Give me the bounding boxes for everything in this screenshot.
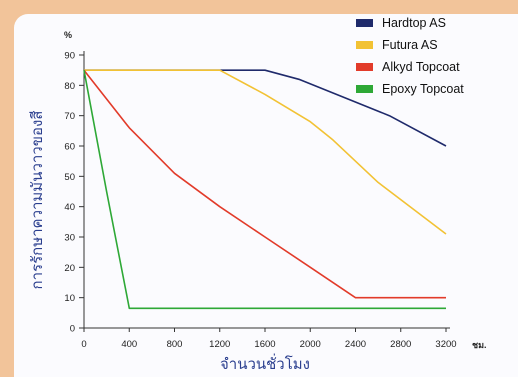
series-layer bbox=[83, 69, 447, 310]
series-line-alkyd-topcoat bbox=[83, 69, 446, 299]
x-tick-label: 1600 bbox=[254, 339, 275, 350]
x-tick-label: 800 bbox=[167, 339, 183, 350]
y-axis-title: การรักษาความมันวาวของสี bbox=[28, 111, 46, 290]
legend-label: Hardtop AS bbox=[382, 16, 446, 30]
x-tick-label: 400 bbox=[121, 339, 137, 350]
legend-label: Alkyd Topcoat bbox=[382, 60, 460, 74]
x-axis-title: จำนวนชั่วโมง bbox=[220, 353, 310, 373]
x-tick-label: 3200 bbox=[435, 339, 456, 350]
legend: Hardtop AS Futura AS Alkyd Topcoat Epoxy To… bbox=[356, 16, 464, 96]
y-tick-label: 10 bbox=[64, 293, 75, 304]
y-tick-label: 0 bbox=[70, 324, 75, 335]
x-tick-label: 2000 bbox=[300, 339, 321, 350]
x-tick-label: 0 bbox=[81, 339, 86, 350]
legend-swatch bbox=[356, 19, 373, 27]
chart-panel bbox=[14, 14, 518, 377]
y-tick-label: 70 bbox=[64, 111, 75, 122]
axes: 0 10 20 30 40 50 60 70 80 90 0 400 800 1200 1600 2000 24… bbox=[64, 51, 456, 351]
y-unit-label: % bbox=[64, 30, 72, 40]
legend-label: Futura AS bbox=[382, 38, 438, 52]
legend-swatch bbox=[356, 41, 373, 49]
y-tick-label: 80 bbox=[64, 81, 75, 92]
y-tick-label: 50 bbox=[64, 172, 75, 183]
y-tick-label: 60 bbox=[64, 142, 75, 153]
x-tick-label: 1200 bbox=[209, 339, 230, 350]
x-unit-label: ชม. bbox=[472, 340, 487, 350]
y-tick-label: 40 bbox=[64, 202, 75, 213]
legend-swatch bbox=[356, 63, 373, 71]
y-tick-label: 30 bbox=[64, 233, 75, 244]
x-tick-label: 2400 bbox=[345, 339, 366, 350]
series-line-futura-as bbox=[84, 69, 447, 235]
series-line-epoxy-topcoat bbox=[83, 70, 446, 310]
legend-swatch bbox=[356, 85, 373, 93]
y-tick-label: 20 bbox=[64, 263, 75, 274]
y-tick-label: 90 bbox=[64, 51, 75, 62]
x-tick-label: 2800 bbox=[390, 339, 411, 350]
legend-label: Epoxy Topcoat bbox=[382, 82, 464, 96]
